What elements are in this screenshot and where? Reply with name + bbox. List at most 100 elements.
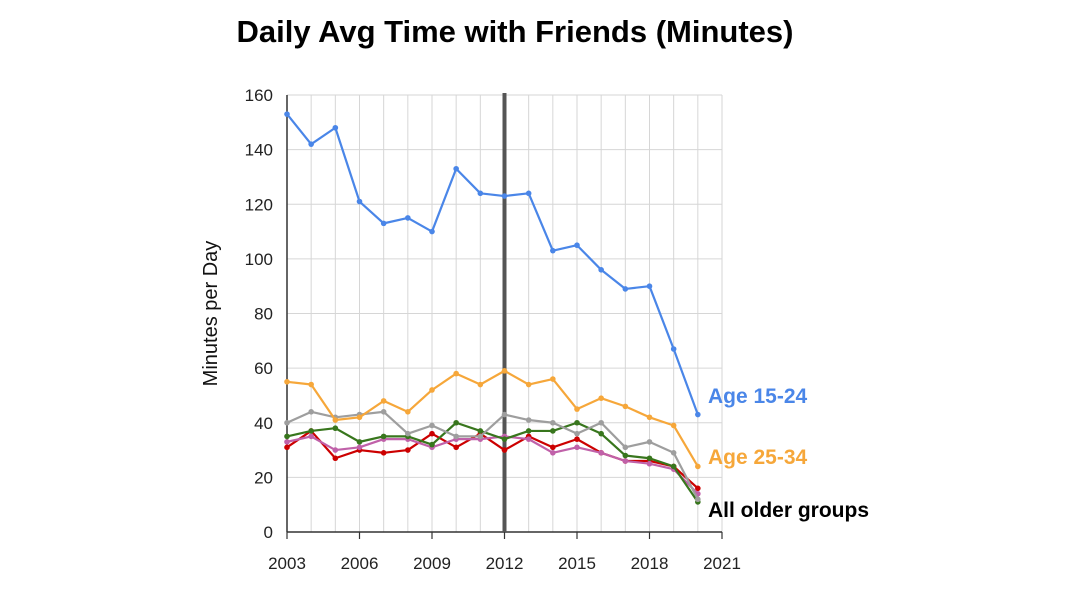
data-point (453, 444, 459, 451)
data-point (574, 430, 580, 437)
data-point (622, 403, 629, 410)
series-annotations: Age 15-24 Age 25-34 All older groups (708, 385, 869, 522)
data-point (501, 447, 508, 453)
x-tick-label: 2006 (341, 554, 379, 573)
data-point (356, 439, 363, 445)
data-point (550, 419, 556, 426)
data-point (477, 428, 484, 434)
data-point (477, 381, 484, 388)
data-point (380, 398, 387, 404)
x-tick-label: 2021 (703, 554, 741, 573)
data-point (670, 449, 677, 456)
y-tick-label: 140 (245, 141, 273, 160)
data-point (284, 111, 290, 117)
data-point (598, 419, 604, 426)
data-point (525, 428, 532, 434)
data-point (332, 447, 339, 453)
data-point (284, 439, 290, 445)
data-point (622, 286, 629, 292)
x-tick-label: 2015 (558, 554, 596, 573)
data-point (284, 433, 290, 440)
data-point (356, 444, 363, 451)
data-point (670, 463, 677, 470)
data-point (550, 444, 556, 451)
data-point (525, 381, 532, 388)
data-point (646, 460, 653, 467)
series-line (286, 435, 699, 495)
data-point (550, 376, 556, 382)
data-point (477, 433, 484, 440)
data-point (646, 414, 653, 421)
data-point (453, 433, 459, 440)
data-point (332, 455, 339, 462)
data-point (574, 444, 580, 451)
series-1 (284, 368, 701, 470)
data-point (646, 455, 653, 462)
series-line (286, 410, 699, 500)
x-tick-label: 2012 (486, 554, 524, 573)
data-point (525, 417, 532, 423)
data-point (574, 406, 580, 412)
series-line (286, 113, 699, 415)
data-point (574, 242, 580, 249)
data-point (670, 422, 677, 429)
data-point (429, 387, 435, 393)
data-point (332, 124, 339, 131)
series-lines (284, 111, 701, 505)
data-point (356, 414, 363, 421)
y-tick-label: 80 (254, 305, 273, 324)
data-point (622, 458, 629, 464)
data-point (308, 409, 314, 415)
data-point (574, 436, 580, 442)
data-point (308, 433, 314, 440)
series-annotation: Age 25-34 (708, 446, 808, 469)
data-point (308, 381, 314, 388)
data-point (405, 215, 411, 221)
x-tick-label: 2009 (413, 554, 451, 573)
y-tick-label: 60 (254, 359, 273, 378)
series-annotation: Age 15-24 (708, 385, 808, 408)
y-axis-ticks: 0 20 40 60 80 100 120 140 160 (245, 86, 273, 542)
data-point (284, 444, 290, 451)
data-point (646, 439, 653, 445)
data-point (622, 444, 629, 451)
data-point (525, 436, 532, 442)
data-point (670, 346, 677, 352)
data-point (598, 430, 604, 437)
series-0 (284, 111, 701, 418)
series-line (286, 369, 699, 468)
data-point (429, 430, 435, 437)
data-point (284, 419, 290, 426)
data-point (646, 283, 653, 289)
series-line (286, 429, 699, 490)
data-point (574, 419, 580, 426)
data-point (356, 198, 363, 205)
data-point (405, 447, 411, 453)
series-line (286, 421, 699, 503)
y-tick-label: 160 (245, 86, 273, 105)
data-point (598, 449, 604, 456)
data-point (429, 228, 435, 235)
data-point (695, 411, 701, 418)
data-point (332, 425, 339, 432)
data-point (380, 220, 387, 227)
y-tick-label: 20 (254, 468, 273, 487)
data-point (695, 485, 701, 492)
data-point (550, 428, 556, 434)
data-point (501, 411, 508, 418)
data-point (429, 441, 435, 448)
data-point (501, 368, 508, 374)
y-axis-label: Minutes per Day (200, 241, 222, 387)
data-point (405, 430, 411, 437)
data-point (525, 190, 532, 197)
series-3 (284, 419, 701, 505)
x-axis-ticks: 2003 2006 2009 2012 2015 2018 2021 (268, 532, 741, 573)
data-point (405, 409, 411, 415)
data-point (477, 190, 484, 197)
data-point (308, 141, 314, 147)
y-tick-label: 100 (245, 250, 273, 269)
data-point (453, 370, 459, 377)
data-point (308, 428, 314, 434)
x-tick-label: 2003 (268, 554, 306, 573)
